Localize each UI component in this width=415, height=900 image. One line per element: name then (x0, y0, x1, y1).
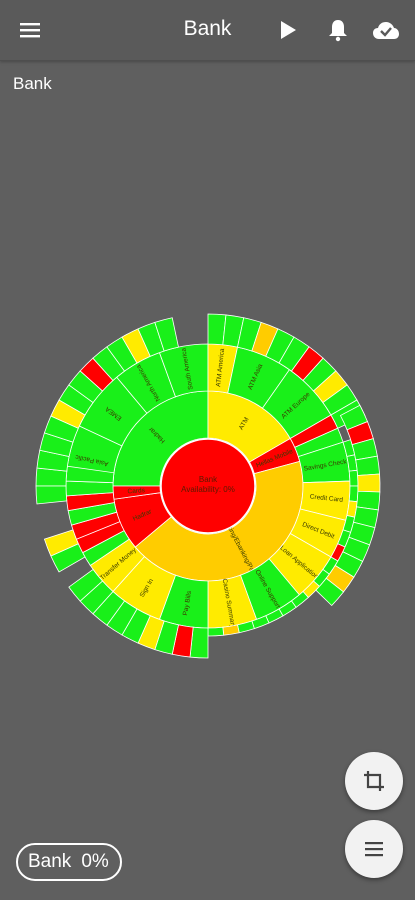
ring3-segment[interactable] (154, 317, 179, 352)
ring4-segment[interactable] (315, 577, 345, 607)
play-icon[interactable] (272, 14, 304, 46)
center-availability: Availability: 0% (181, 485, 235, 494)
cloud-check-icon[interactable] (370, 14, 402, 46)
ring3-segment[interactable] (348, 485, 359, 503)
ring2-label: Pay Bills (182, 590, 193, 616)
ring3-segment[interactable] (348, 469, 359, 487)
breadcrumb[interactable]: Bank (13, 74, 52, 93)
center-circle[interactable] (160, 438, 256, 534)
menu-icon[interactable] (14, 14, 46, 46)
list-button[interactable] (345, 820, 403, 878)
crop-icon (364, 771, 384, 791)
page-title: Bank (183, 17, 232, 40)
ring4-segment[interactable] (357, 473, 381, 493)
bell-icon[interactable] (322, 14, 354, 46)
ring3-segment[interactable] (43, 529, 79, 557)
status-pill-value: 0% (81, 851, 109, 872)
ring2-label: Credit Card (309, 493, 343, 503)
ring3-segment[interactable] (68, 568, 104, 602)
ring4-segment[interactable] (355, 455, 381, 476)
ring3-segment[interactable] (35, 485, 68, 505)
ring2-label: ATM America (215, 348, 226, 387)
center-node[interactable]: Bank Availability: 0% (160, 438, 256, 534)
list-icon (365, 842, 383, 857)
ring1-label: Cards (127, 487, 146, 495)
status-pill-name: Bank (28, 851, 72, 872)
ring3-segment[interactable] (207, 626, 225, 637)
crop-button[interactable] (345, 752, 403, 810)
center-label: Bank (199, 475, 218, 484)
app-bar: Bank (0, 0, 415, 61)
status-pill[interactable]: Bank 0% (16, 843, 122, 881)
